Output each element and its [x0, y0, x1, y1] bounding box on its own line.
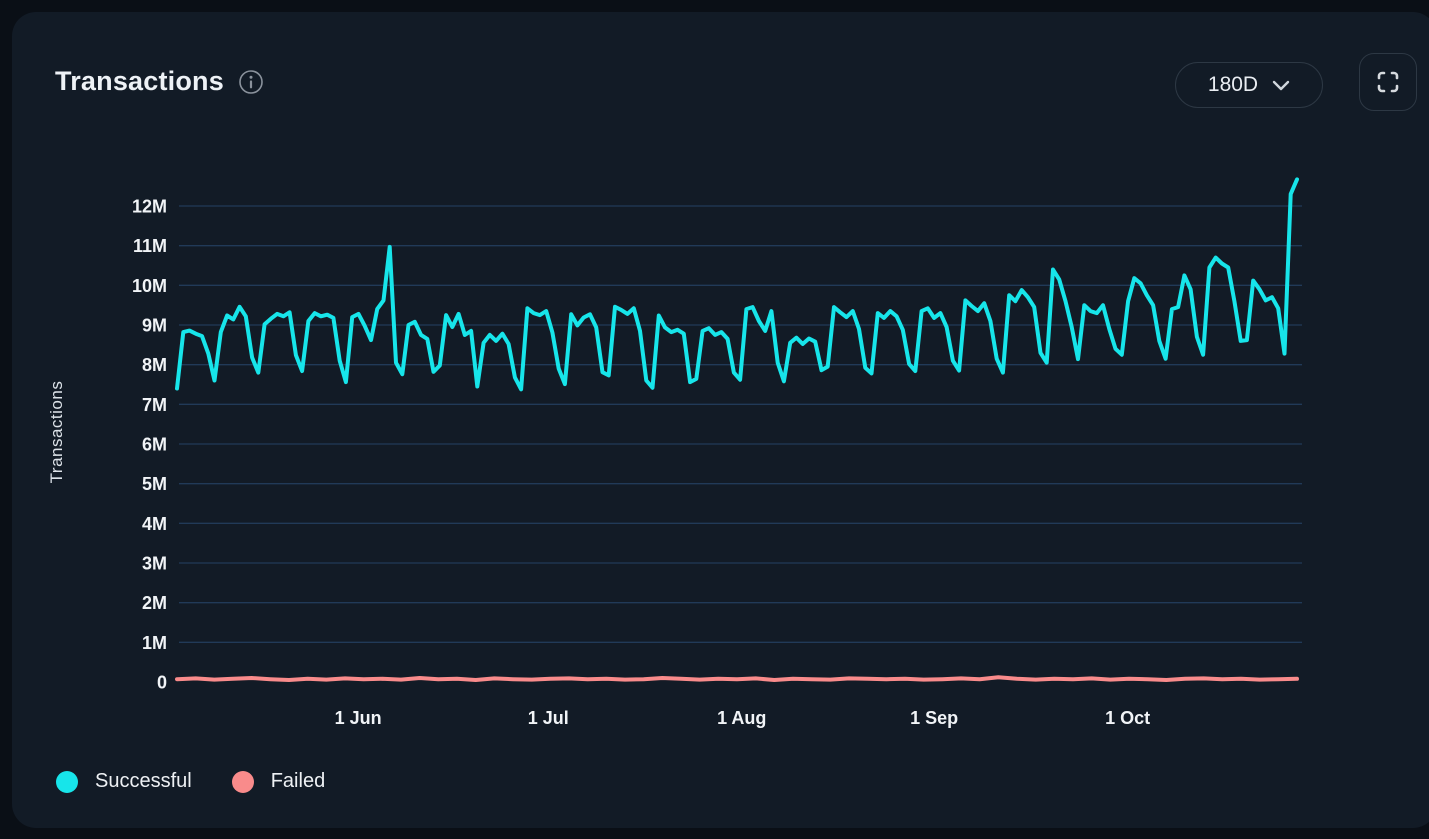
failed-line	[175, 675, 1299, 682]
range-selector[interactable]: 180D	[1175, 62, 1323, 108]
legend-label-failed: Failed	[270, 770, 326, 792]
y-tick-2M: 2M	[142, 593, 167, 613]
y-tick-8M: 8M	[142, 355, 167, 375]
transactions-card: Transactions 180D	[12, 12, 1429, 828]
y-tick-0: 0	[157, 673, 167, 693]
y-tick-5M: 5M	[142, 474, 167, 494]
x-tick-1-jun: 1 Jun	[335, 708, 382, 728]
y-tick-10M: 10M	[132, 276, 167, 296]
y-axis-title: Transactions	[47, 381, 66, 484]
legend-item-failed[interactable]: Failed	[231, 770, 326, 793]
y-tick-9M: 9M	[142, 315, 167, 335]
header-controls: 180D	[1175, 53, 1417, 111]
legend-item-successful[interactable]: Successful	[56, 770, 192, 793]
legend-dot-successful	[56, 770, 78, 793]
legend-label-successful: Successful	[95, 770, 192, 792]
x-tick-1-oct: 1 Oct	[1105, 708, 1150, 728]
y-tick-1M: 1M	[142, 633, 167, 653]
legend: Successful Failed	[56, 770, 325, 793]
y-tick-6M: 6M	[142, 434, 167, 454]
fullscreen-icon	[1376, 70, 1400, 94]
y-tick-7M: 7M	[142, 395, 167, 415]
y-tick-4M: 4M	[142, 514, 167, 534]
successful-line	[175, 177, 1299, 392]
y-tick-12M: 12M	[132, 196, 167, 216]
page-title: Transactions	[55, 66, 224, 96]
range-value: 180D	[1207, 73, 1259, 96]
x-tick-1-jul: 1 Jul	[528, 708, 569, 728]
legend-dot-failed	[231, 770, 254, 793]
card-header: Transactions	[55, 66, 264, 97]
chevron-down-icon	[1272, 80, 1290, 91]
x-tick-1-aug: 1 Aug	[717, 708, 766, 728]
fullscreen-button[interactable]	[1359, 53, 1417, 111]
x-tick-1-sep: 1 Sep	[910, 708, 958, 728]
y-tick-11M: 11M	[133, 236, 167, 256]
transactions-chart: 0 1M 2M 3M 4M 5M 6M 7M 8M 9M 10M 11M 12M 1 Jun 1 Jul 1 …	[47, 177, 1302, 728]
y-tick-3M: 3M	[142, 553, 167, 573]
info-icon[interactable]	[238, 69, 264, 95]
